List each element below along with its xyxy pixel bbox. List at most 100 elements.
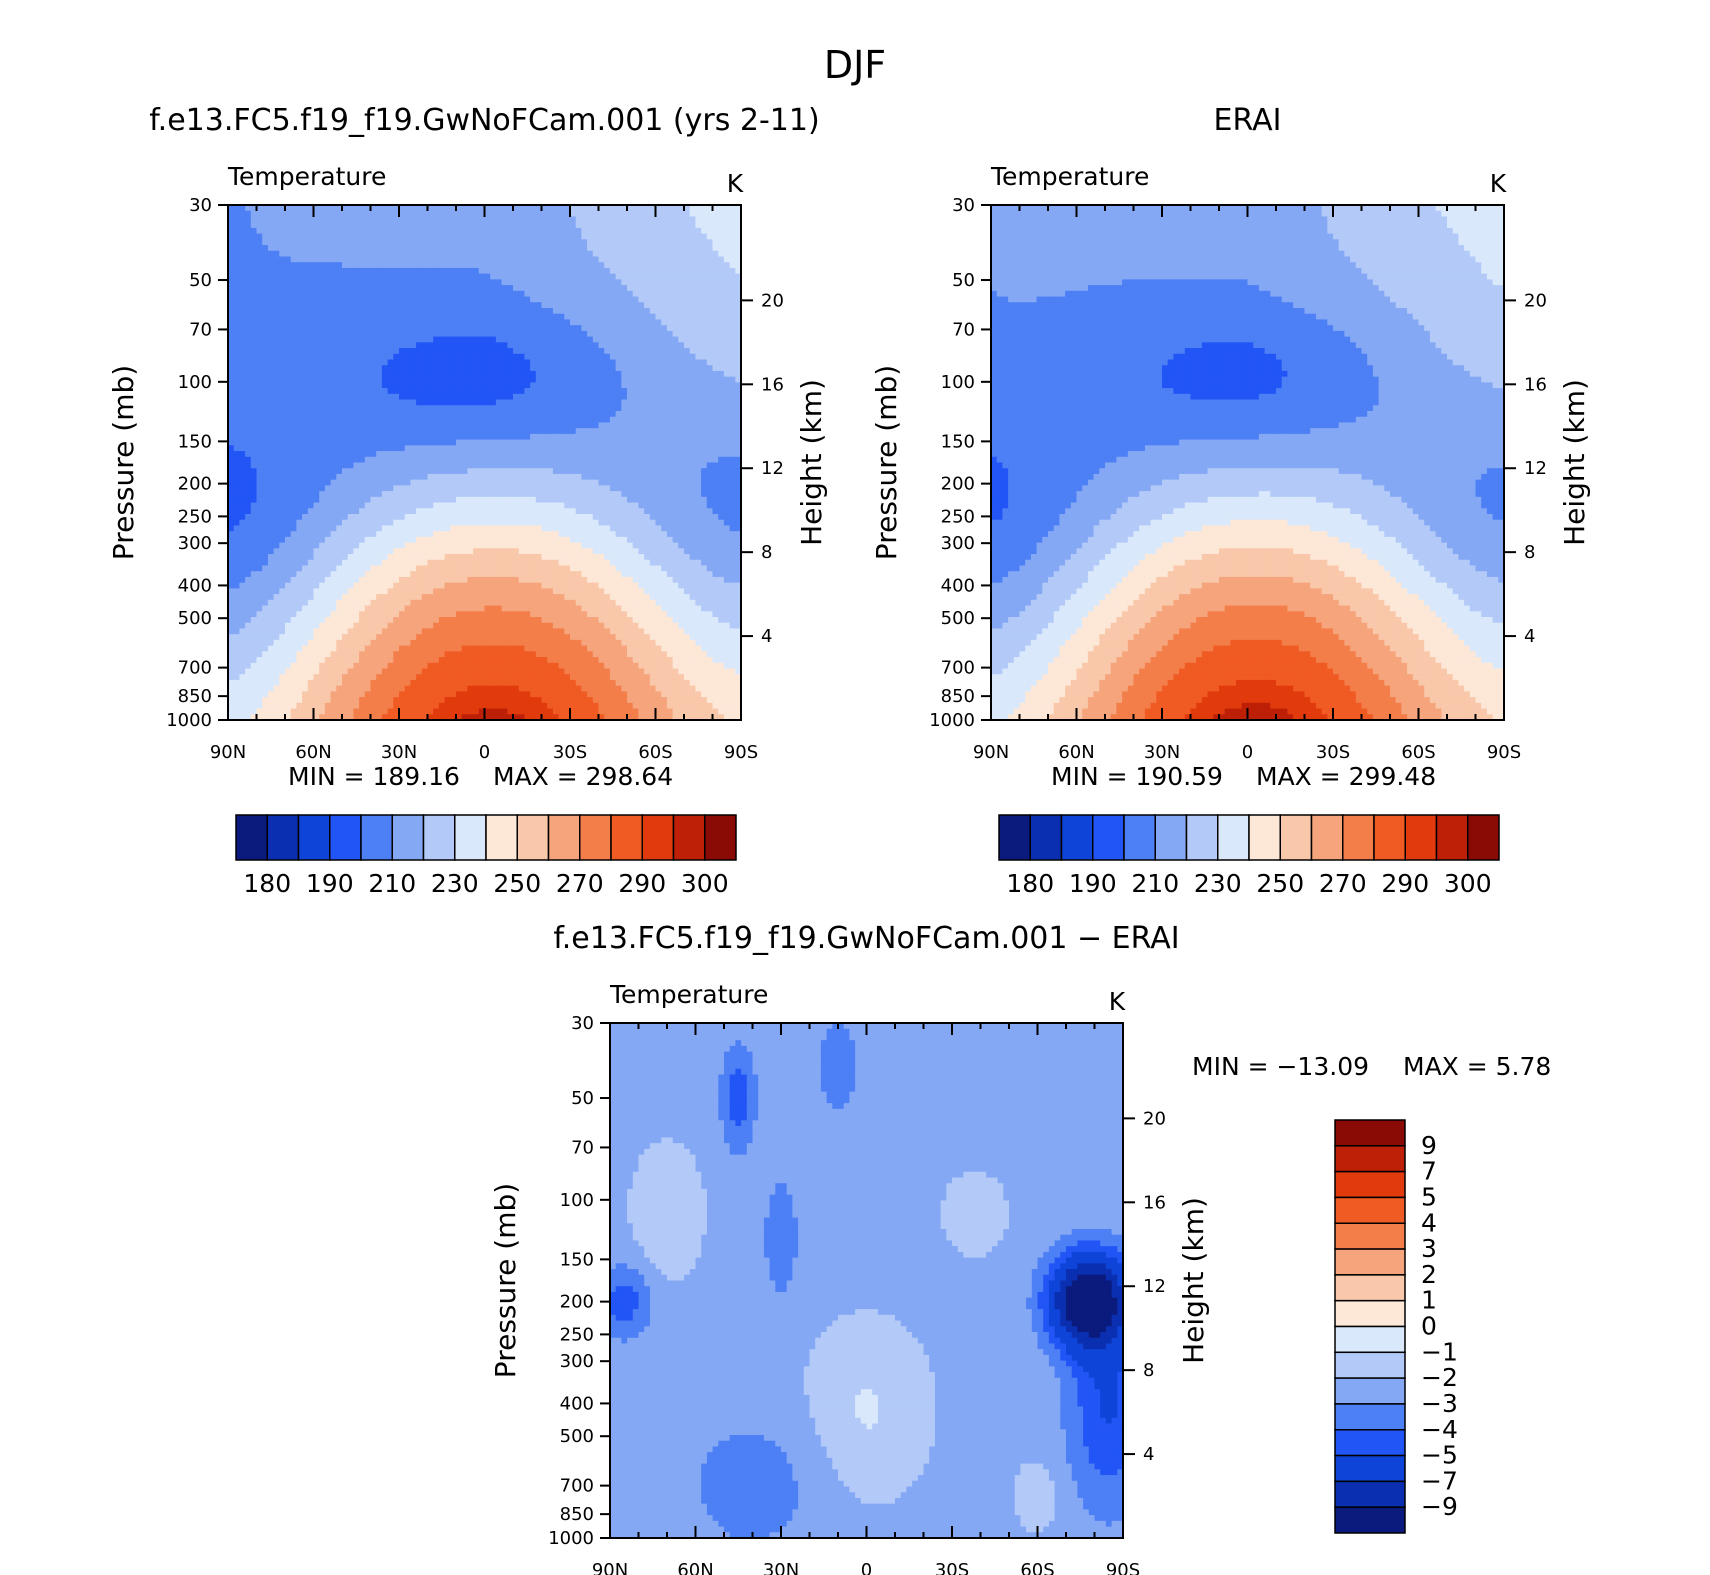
field-cell <box>542 262 548 268</box>
field-cell <box>627 251 633 257</box>
field-cell <box>547 257 553 263</box>
field-cell <box>496 211 502 217</box>
field-cell <box>365 257 371 263</box>
field-cell <box>428 251 434 257</box>
field-cell <box>559 251 565 257</box>
field-cell <box>342 279 348 285</box>
field-cell <box>388 216 394 222</box>
field-cell <box>251 211 257 217</box>
field-cell <box>325 251 331 257</box>
field-cell <box>656 239 662 245</box>
field-cell <box>701 274 707 280</box>
field-cell <box>650 274 656 280</box>
field-cell <box>547 251 553 257</box>
field-cell <box>234 222 240 228</box>
field-cell <box>473 216 479 222</box>
field-cell <box>570 257 576 263</box>
field-cell <box>314 262 320 268</box>
field-cell <box>707 234 713 240</box>
field-cell <box>410 262 416 268</box>
field-cell <box>519 245 525 251</box>
field-cell <box>245 228 251 234</box>
field-cell <box>456 274 462 280</box>
field-cell <box>257 222 263 228</box>
field-cell <box>667 239 673 245</box>
field-cell <box>701 245 707 251</box>
field-cell <box>285 245 291 251</box>
field-cell <box>604 245 610 251</box>
field-cell <box>718 245 724 251</box>
field-cell <box>490 211 496 217</box>
field-cell <box>661 245 667 251</box>
field-cell <box>428 228 434 234</box>
field-cell <box>513 222 519 228</box>
field-cell <box>393 262 399 268</box>
field-cell <box>524 268 530 274</box>
field-cell <box>308 268 314 274</box>
field-cell <box>439 268 445 274</box>
field-cell <box>285 228 291 234</box>
field-cell <box>302 274 308 280</box>
field-cell <box>684 268 690 274</box>
field-cell <box>633 268 639 274</box>
field-cell <box>268 228 274 234</box>
field-cell <box>667 257 673 263</box>
field-cell <box>564 239 570 245</box>
field-cell <box>559 222 565 228</box>
field-cell <box>621 211 627 217</box>
field-cell <box>422 274 428 280</box>
field-cell <box>644 239 650 245</box>
field-cell <box>393 257 399 263</box>
field-cell <box>234 239 240 245</box>
field-cell <box>667 262 673 268</box>
field-cell <box>479 257 485 263</box>
field-cell <box>234 262 240 268</box>
field-cell <box>428 222 434 228</box>
field-cell <box>365 251 371 257</box>
field-cell <box>576 262 582 268</box>
field-cell <box>325 234 331 240</box>
field-cell <box>234 216 240 222</box>
field-cell <box>496 216 502 222</box>
field-cell <box>382 279 388 285</box>
field-cell <box>314 234 320 240</box>
field-cell <box>416 279 422 285</box>
field-cell <box>422 211 428 217</box>
field-cell <box>262 234 268 240</box>
field-cell <box>439 274 445 280</box>
field-cell <box>251 274 257 280</box>
field-cell <box>325 268 331 274</box>
variable-label: Temperature <box>227 162 386 191</box>
field-cell <box>416 228 422 234</box>
field-cell <box>262 279 268 285</box>
field-cell <box>348 211 354 217</box>
field-cell <box>519 262 525 268</box>
field-cell <box>690 262 696 268</box>
field-cell <box>296 216 302 222</box>
field-cell <box>638 245 644 251</box>
field-cell <box>599 245 605 251</box>
field-cell <box>576 257 582 263</box>
field-cell <box>399 251 405 257</box>
field-cell <box>314 274 320 280</box>
field-cell <box>673 257 679 263</box>
field-cell <box>462 216 468 222</box>
field-cell <box>279 268 285 274</box>
field-cell <box>245 239 251 245</box>
field-cell <box>365 228 371 234</box>
field-cell <box>587 216 593 222</box>
field-cell <box>638 268 644 274</box>
field-cell <box>564 216 570 222</box>
field-cell <box>331 257 337 263</box>
field-cell <box>661 234 667 240</box>
field-cell <box>279 216 285 222</box>
field-cell <box>399 279 405 285</box>
field-cell <box>462 228 468 234</box>
field-cell <box>621 274 627 280</box>
field-cell <box>467 268 473 274</box>
field-cell <box>695 234 701 240</box>
field-cell <box>359 262 365 268</box>
field-cell <box>542 239 548 245</box>
field-cell <box>576 222 582 228</box>
field-cell <box>302 211 308 217</box>
